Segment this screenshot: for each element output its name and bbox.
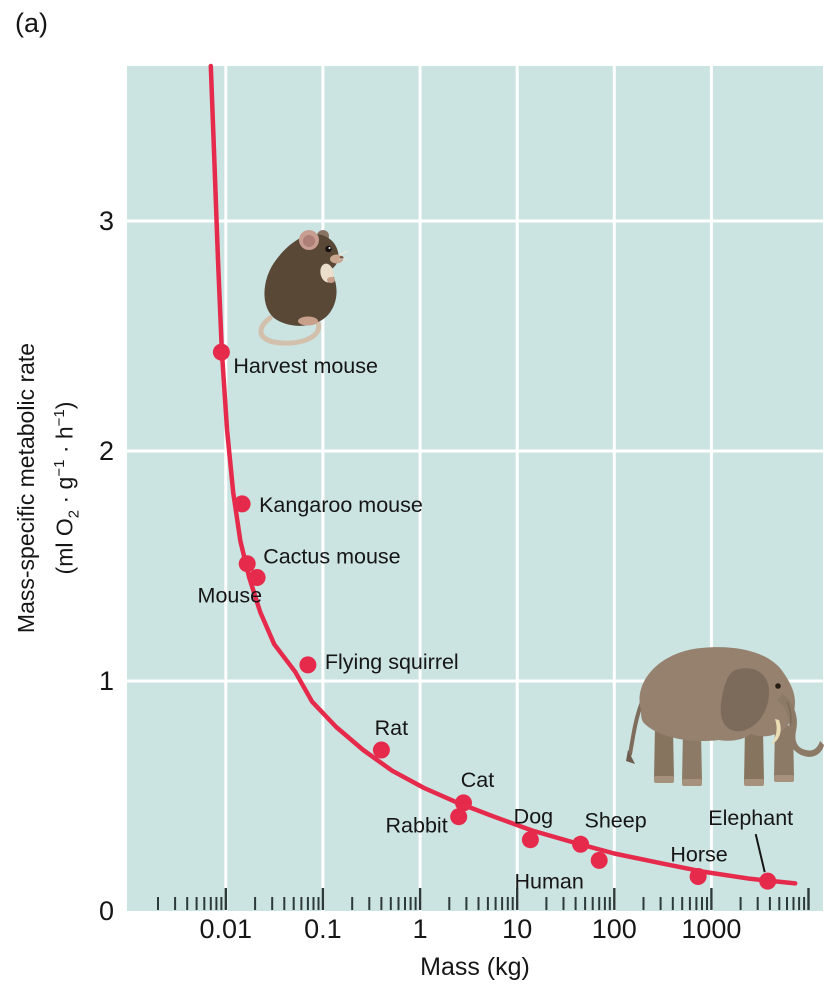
data-point-labels: Harvest mouse Kangaroo mouse Cactus mouseM…	[198, 354, 794, 893]
metabolic-curve	[208, 63, 798, 886]
x-tick-label: 1	[413, 914, 428, 944]
data-point-dog	[521, 831, 539, 849]
elephant-foot	[682, 779, 702, 786]
elephant-foot	[654, 776, 674, 783]
x-tick-label: 1000	[681, 914, 741, 944]
data-points	[212, 343, 777, 890]
mouse-body	[264, 234, 339, 326]
x-axis-title: Mass (kg)	[420, 953, 530, 981]
y-tick-label: 2	[99, 436, 114, 466]
x-tick-label: 10	[502, 914, 532, 944]
point-label-harvest-mouse: Harvest mouse	[233, 354, 378, 378]
data-point-rabbit	[450, 808, 468, 826]
elephant-tusk	[771, 719, 781, 745]
data-point-sheep	[572, 835, 590, 853]
point-label-mouse: Mouse	[198, 584, 263, 608]
data-point-harvest-mouse	[212, 343, 230, 361]
x-axis-tick-labels: 0.01 0.1 1 10 100 1000	[200, 914, 742, 944]
data-point-elephant	[759, 872, 777, 890]
x-tick-label: 0.01	[200, 914, 253, 944]
data-point-flying-squirrel	[299, 656, 317, 674]
mouse-foot	[298, 316, 318, 326]
mouse-whiskers	[338, 250, 349, 260]
data-point-cactus-mouse	[238, 555, 256, 573]
data-point-human	[590, 851, 608, 869]
elephant-trunk	[777, 694, 824, 757]
mouse-eye	[325, 245, 332, 253]
y-tick-label: 1	[99, 666, 114, 696]
elephant-wrinkle	[786, 701, 792, 727]
leader-line-elephant	[754, 833, 766, 873]
mouse-paw	[327, 277, 335, 283]
y-tick-label: 3	[99, 206, 114, 236]
point-label-rat: Rat	[375, 716, 408, 740]
y-axis-tick-labels: 0 1 2 3	[99, 206, 114, 926]
elephant-leg	[744, 728, 764, 786]
y-tick-label: 0	[99, 896, 114, 926]
data-point-mouse	[248, 569, 266, 586]
data-point-horse	[689, 868, 707, 885]
point-label-human: Human	[515, 869, 584, 893]
data-point-cat	[455, 794, 472, 812]
x-tick-label: 100	[592, 914, 637, 944]
point-label-sheep: Sheep	[585, 808, 647, 832]
mouse-muzzle	[330, 254, 343, 264]
data-point-rat	[372, 741, 390, 759]
mouse-tail	[258, 315, 322, 346]
data-point-kangaroo-mouse	[233, 495, 251, 513]
mouse-ear-inner	[303, 235, 315, 247]
x-tick-label: 0.1	[304, 914, 342, 944]
elephant-body	[639, 647, 795, 742]
point-label-flying-squirrel: Flying squirrel	[325, 650, 459, 674]
elephant-foot	[774, 775, 794, 782]
point-label-horse: Horse	[670, 843, 727, 867]
mouse-eye-glint	[328, 247, 331, 249]
elephant-leg	[682, 730, 702, 786]
elephant-foot	[744, 779, 764, 786]
panel-label: (a)	[15, 8, 48, 38]
elephant-illustration	[626, 647, 824, 786]
point-label-dog: Dog	[514, 805, 553, 829]
x-axis-ticks	[157, 888, 810, 910]
elephant-ear	[720, 668, 769, 732]
elephant-leg	[654, 726, 674, 783]
elephant-eye	[775, 683, 781, 689]
point-label-kangaroo-mouse: Kangaroo mouse	[259, 493, 423, 517]
point-label-elephant: Elephant	[708, 806, 793, 830]
point-label-cactus-mouse: Cactus mouse	[263, 545, 400, 569]
gridlines	[127, 66, 823, 911]
plot-area	[127, 66, 823, 911]
elephant-tail-tuft	[626, 750, 635, 764]
point-label-cat: Cat	[461, 768, 494, 792]
point-label-rabbit: Rabbit	[386, 814, 448, 838]
mouse-illustration	[258, 230, 349, 346]
